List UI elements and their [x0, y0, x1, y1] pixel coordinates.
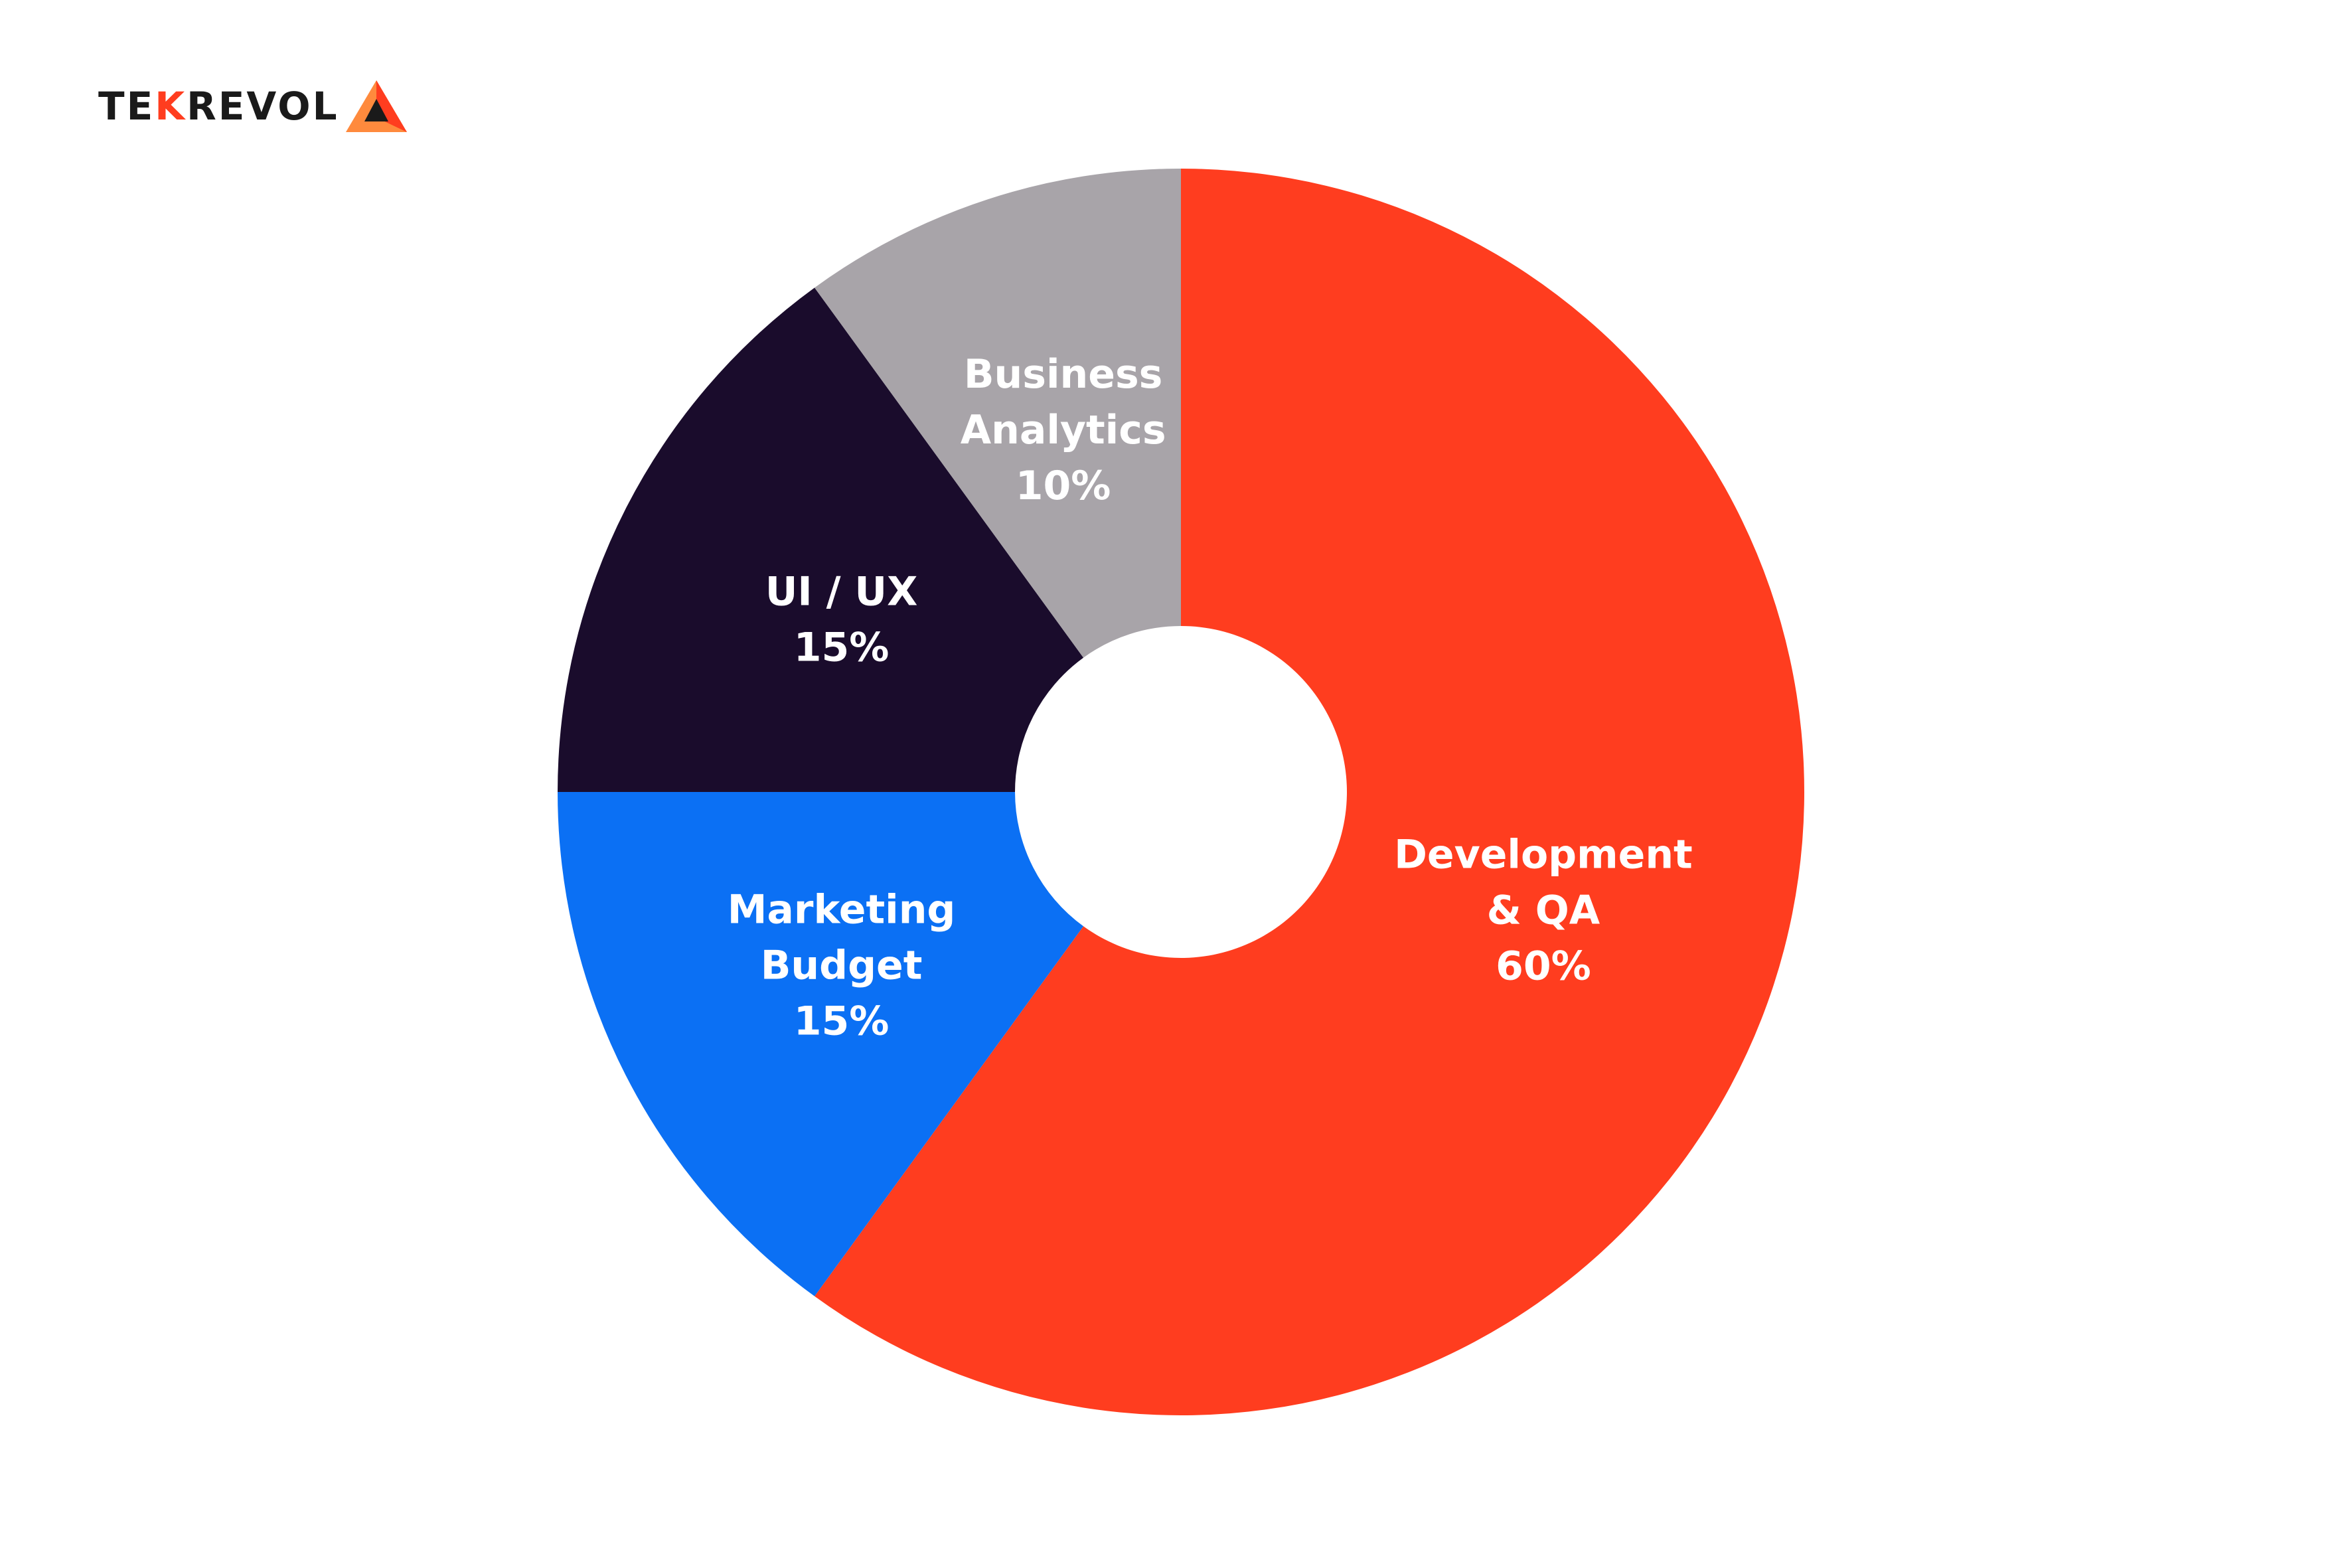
slice-label-line: Budget [761, 943, 923, 989]
logo-text-end: REVOL [187, 84, 339, 129]
pie-slice-3 [815, 169, 1181, 658]
slice-label-1: Marketing Budget 15% [728, 887, 956, 1045]
pie-slice-1 [558, 792, 1084, 1296]
logo-wordmark: TEKREVOL [98, 87, 339, 125]
slice-label-line: Analytics [961, 407, 1166, 453]
slice-label-line: Business [964, 351, 1163, 398]
slice-value-label: 10% [1016, 463, 1111, 509]
slice-value-label: 60% [1496, 943, 1591, 989]
slice-label-0: Development & QA 60% [1394, 831, 1693, 989]
slice-label-3: Business Analytics 10% [961, 351, 1166, 509]
slice-label-line: UI / UX [765, 568, 918, 615]
slice-label-line: Marketing [728, 887, 956, 933]
logo-text-start: TE [98, 84, 155, 129]
pie-slice-0 [815, 169, 1804, 1415]
triangle-logo-icon [345, 80, 407, 132]
slice-label-line: & QA [1487, 887, 1600, 933]
slice-label-line: Development [1394, 831, 1693, 878]
pie-slice-2 [558, 287, 1084, 793]
logo-text-accent: K [155, 84, 187, 129]
brand-logo: TEKREVOL [98, 73, 408, 139]
slice-value-label: 15% [794, 998, 890, 1045]
slice-value-label: 15% [794, 624, 890, 670]
slice-label-2: UI / UX 15% [765, 568, 918, 670]
